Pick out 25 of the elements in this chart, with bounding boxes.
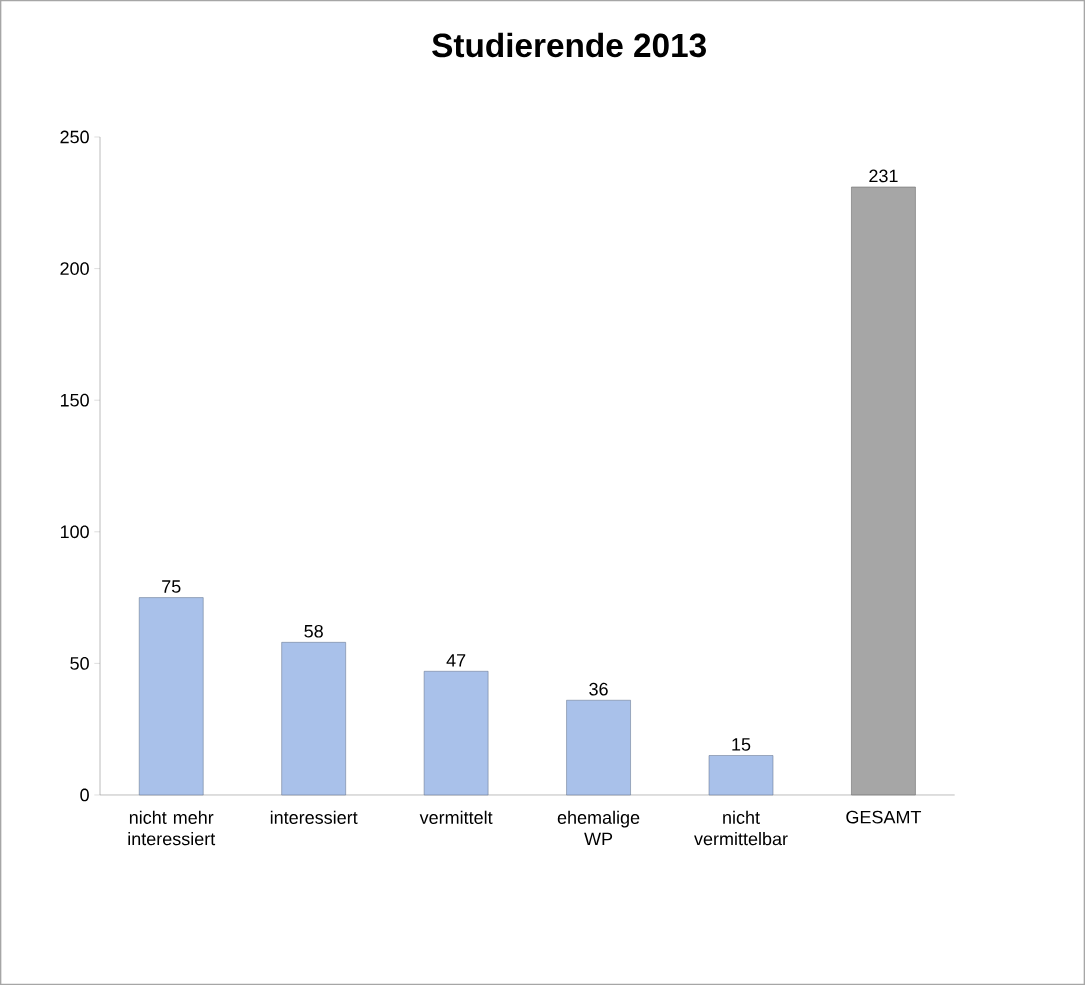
y-tick-label: 200 bbox=[60, 262, 89, 275]
bar bbox=[138, 597, 204, 796]
data-label: 58 bbox=[304, 624, 323, 638]
y-tick-label: 250 bbox=[60, 130, 89, 144]
x-tick-label: GESAMT bbox=[846, 810, 922, 824]
data-label: 15 bbox=[732, 738, 751, 751]
chart-title: Studierende 2013 bbox=[432, 32, 706, 58]
x-tick-label: interessiert bbox=[270, 810, 358, 824]
data-label: 75 bbox=[162, 580, 181, 593]
y-tick-label: 0 bbox=[80, 788, 89, 802]
bar bbox=[423, 671, 489, 796]
x-tick-label: ehemalige WP bbox=[557, 810, 640, 846]
y-tick-label: 100 bbox=[60, 525, 89, 539]
x-tick-label: nicht vermittelbar bbox=[694, 810, 788, 846]
x-tick-label: vermittelt bbox=[419, 810, 493, 824]
data-label: 36 bbox=[589, 682, 608, 696]
y-tick-label: 50 bbox=[70, 657, 89, 670]
data-label: 231 bbox=[869, 169, 898, 183]
bar bbox=[851, 186, 916, 796]
y-tick-label: 150 bbox=[60, 393, 89, 407]
bar bbox=[281, 642, 346, 796]
bar bbox=[708, 755, 774, 796]
data-label: 47 bbox=[446, 654, 466, 667]
x-tick-label: nicht mehr interessiert bbox=[128, 810, 216, 846]
bar bbox=[566, 699, 631, 796]
